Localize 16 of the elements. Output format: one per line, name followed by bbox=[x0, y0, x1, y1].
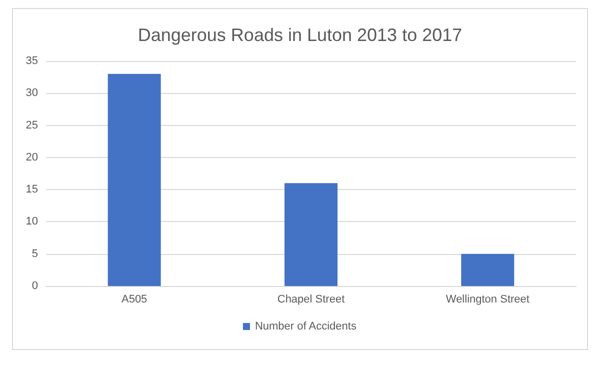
y-tick-label: 30 bbox=[26, 87, 38, 100]
y-tick-label: 5 bbox=[32, 248, 38, 260]
y-tick-label: 25 bbox=[26, 119, 38, 132]
y-tick-label: 15 bbox=[26, 184, 38, 196]
y-tick-label: 35 bbox=[26, 55, 38, 67]
x-tick-label: Wellington Street bbox=[446, 294, 530, 306]
x-tick-label: Chapel Street bbox=[277, 294, 345, 306]
bar bbox=[284, 183, 338, 286]
legend-label: Number of Accidents bbox=[254, 320, 357, 332]
y-tick-label: 20 bbox=[26, 151, 38, 164]
y-tick-label: 10 bbox=[26, 216, 38, 228]
bar bbox=[108, 74, 161, 286]
bar bbox=[461, 254, 514, 286]
x-tick-label: A505 bbox=[121, 294, 148, 306]
chart-title: Dangerous Roads in Luton 2013 to 2017 bbox=[138, 25, 462, 45]
y-tick-label: 0 bbox=[32, 280, 38, 292]
